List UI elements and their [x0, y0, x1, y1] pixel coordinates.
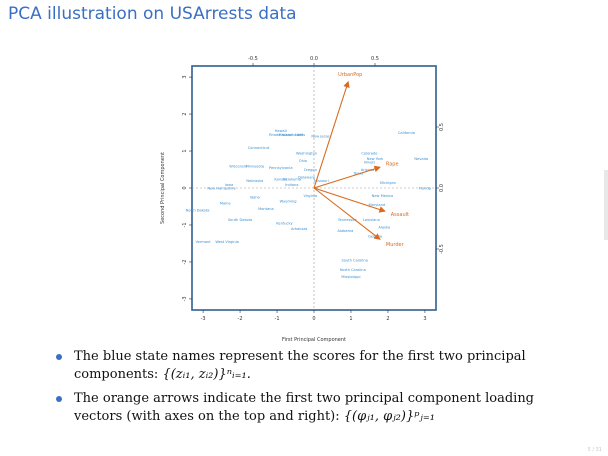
state-score-label: Utah	[295, 133, 304, 137]
right-tick-label: 0.5	[439, 123, 445, 131]
state-score-label: Pennsylvania	[269, 166, 293, 170]
state-score-label: Rhode Island	[269, 133, 292, 137]
x-tick-label: -1	[275, 316, 280, 322]
state-score-label: Arkansas	[291, 227, 308, 231]
state-score-label: Virginia	[304, 194, 318, 198]
bullet-scores-math: {(zᵢ₁, zᵢ₂)}ⁿᵢ₌₁.	[162, 367, 251, 382]
bullet-dot	[56, 396, 62, 402]
state-score-label: Wisconsin	[229, 164, 247, 168]
y-tick-label: 0	[182, 186, 188, 189]
state-score-label: Maryland	[369, 203, 386, 207]
loading-label: UrbanPop	[338, 72, 362, 78]
state-score-label: Minnesota	[246, 164, 265, 168]
state-score-label: Montana	[258, 207, 274, 211]
state-score-label: Maine	[220, 201, 232, 205]
state-score-label: Idaho	[250, 196, 260, 200]
y-tick-label: -3	[182, 296, 188, 301]
state-score-label: South Carolina	[341, 259, 367, 263]
state-score-label: South Dakota	[228, 218, 252, 222]
loading-arrow	[313, 80, 350, 189]
state-score-label: Colorado	[361, 151, 377, 155]
state-score-label: Nevada	[414, 157, 428, 161]
loading-arrow	[313, 187, 386, 213]
state-score-label: Nebraska	[246, 179, 263, 183]
loading-arrow	[313, 187, 381, 240]
state-score-label: Oregon	[304, 168, 317, 172]
bullet-scores: The blue state names represent the score…	[56, 348, 576, 384]
bullet-loadings: The orange arrows indicate the first two…	[56, 390, 576, 426]
state-score-label: Michigan	[380, 181, 396, 185]
state-score-label: Alabama	[337, 229, 353, 233]
state-score-label: West Virginia	[215, 240, 239, 244]
x-axis-label: First Principal Component	[282, 337, 346, 343]
right-tick-label: -0.5	[439, 244, 445, 254]
state-score-label: Kansas	[274, 177, 287, 181]
x-tick-label: 3	[423, 316, 426, 322]
state-score-label: Alaska	[378, 225, 390, 229]
y-tick-label: 1	[182, 149, 188, 152]
state-score-label: Tennessee	[337, 218, 358, 222]
state-score-label: Wyoming	[280, 199, 297, 203]
state-score-label: Arizona	[361, 168, 375, 172]
biplot-chart: First Principal Component Second Princip…	[160, 56, 445, 343]
state-score-label: Oklahoma	[283, 177, 301, 181]
state-score-label: California	[398, 131, 415, 135]
top-tick-label: 0.5	[371, 56, 379, 62]
state-score-label: Hawaii	[275, 129, 287, 133]
loading-arrow	[313, 165, 381, 189]
state-score-label: Mississippi	[341, 275, 360, 279]
y-tick-label: -1	[182, 222, 188, 227]
state-score-label: Delaware	[298, 175, 316, 179]
bullet-loadings-text: The orange arrows indicate the first two…	[74, 391, 535, 424]
bullet-loadings-math: {(φⱼ₁, φⱼ₂)}ᵖⱼ₌₁	[343, 409, 435, 424]
bullet-scores-text: The blue state names represent the score…	[74, 349, 526, 382]
edge-tab	[604, 170, 608, 240]
state-score-label: Illinois	[364, 161, 376, 165]
bullet-dot	[56, 354, 62, 360]
x-tick-label: 2	[386, 316, 389, 322]
loading-label: Murder	[386, 242, 405, 248]
y-tick-label: 2	[182, 112, 188, 115]
state-score-label: Missouri	[314, 179, 329, 183]
y-tick-label: 3	[182, 75, 188, 78]
loading-label: Rape	[386, 161, 399, 167]
loading-label: Assault	[391, 212, 409, 218]
loading-vectors-layer: UrbanPop Rape Assault Murder	[313, 72, 409, 248]
slide-title: PCA illustration on USArrests data	[8, 4, 297, 24]
state-score-label: New York	[367, 157, 384, 161]
state-score-label: North Carolina	[340, 268, 366, 272]
state-score-label: Connecticut	[248, 146, 270, 150]
tick-layer: -3 -2 -1 0 1 2 3 -3 -2 -1 0 1 2 3 -0.5 0.0 0.5 -0.5 0.0 0.5	[182, 56, 445, 322]
state-score-label: New Jersey	[311, 135, 332, 139]
state-score-label: Iowa	[225, 183, 233, 187]
top-tick-label: 0.0	[310, 56, 318, 62]
state-score-label: New Mexico	[372, 194, 394, 198]
y-tick-label: -2	[182, 259, 188, 264]
top-tick-label: -0.5	[248, 56, 258, 62]
state-score-label: Ohio	[299, 159, 307, 163]
x-tick-label: 0	[312, 316, 315, 322]
state-score-label: New Hampshire	[207, 187, 236, 191]
state-score-label: Florida	[419, 187, 431, 191]
state-score-label: Kentucky	[276, 222, 293, 226]
x-tick-label: -2	[238, 316, 243, 322]
right-tick-label: 0.0	[439, 184, 445, 192]
state-score-label: North Dakota	[186, 209, 210, 213]
state-score-label: Louisiana	[363, 218, 380, 222]
state-score-label: Washington	[296, 151, 317, 155]
x-tick-label: -3	[201, 316, 206, 322]
bullet-list: The blue state names represent the score…	[56, 348, 576, 432]
state-score-label: Indiana	[285, 183, 298, 187]
state-score-label: Vermont	[195, 240, 211, 244]
page-number: 5 / 31	[587, 447, 602, 453]
state-score-label: Massachusetts	[279, 133, 306, 137]
x-tick-label: 1	[349, 316, 352, 322]
y-axis-label: Second Principal Component	[160, 152, 166, 224]
